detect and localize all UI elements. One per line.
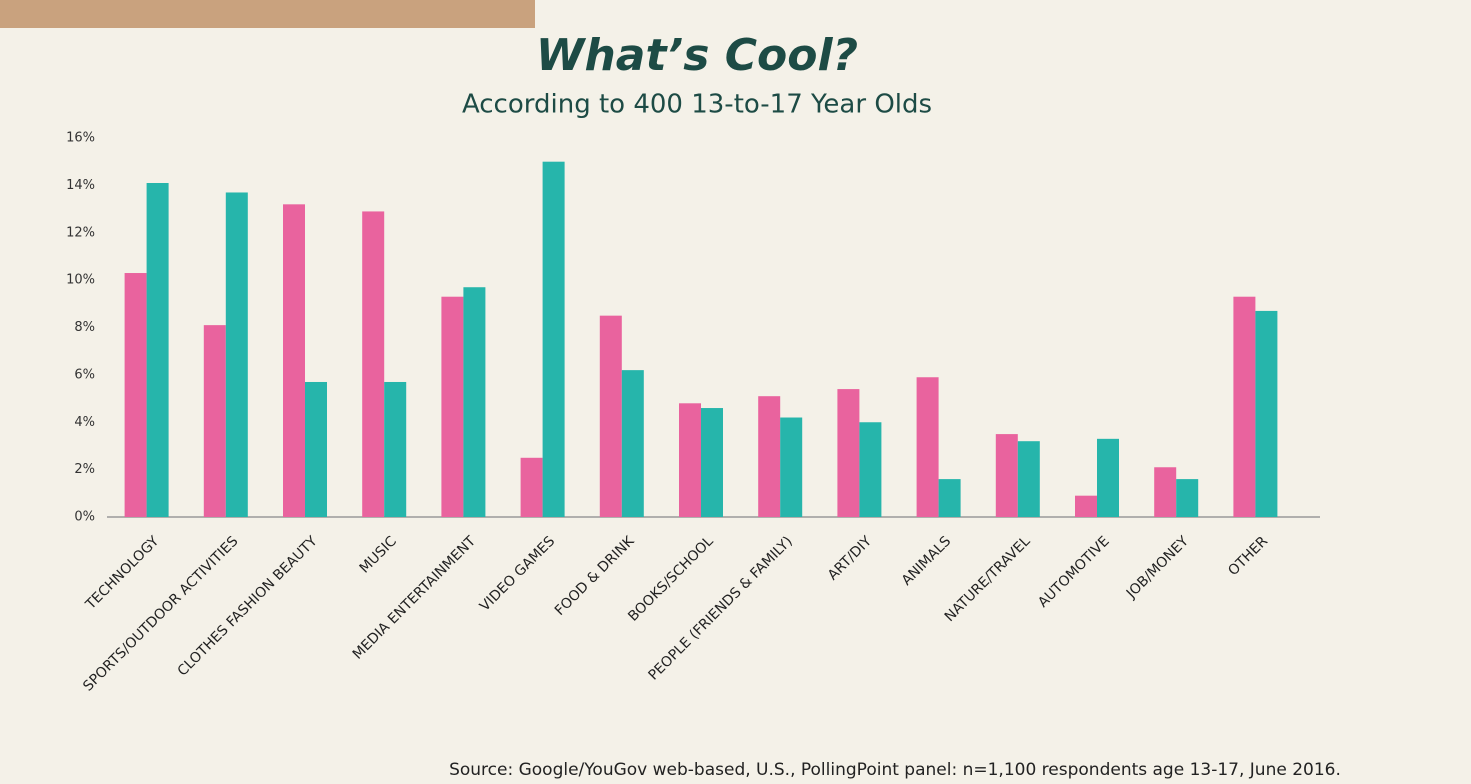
y-tick-label: 10% xyxy=(66,273,95,288)
bar xyxy=(1017,441,1040,517)
bar xyxy=(1075,495,1097,517)
source-note: Source: Google/YouGov web-based, U.S., P… xyxy=(449,760,1341,780)
bar xyxy=(384,381,407,517)
bar xyxy=(938,479,961,517)
bar xyxy=(916,377,939,517)
chart-title: What’s Cool? xyxy=(536,30,858,81)
bar xyxy=(520,457,543,517)
bar xyxy=(1233,296,1256,517)
bar xyxy=(542,161,565,517)
y-tick-label: 0% xyxy=(74,510,95,525)
bar xyxy=(859,422,882,517)
bar xyxy=(146,183,169,517)
bar xyxy=(283,204,305,517)
bar xyxy=(599,315,622,517)
bar xyxy=(362,211,385,517)
y-tick-label: 8% xyxy=(74,320,95,335)
bar xyxy=(1255,310,1278,517)
y-tick-label: 2% xyxy=(74,462,95,477)
photo-fragment xyxy=(0,0,535,28)
y-tick-label: 14% xyxy=(66,178,95,193)
bar xyxy=(837,389,860,517)
bar xyxy=(1154,467,1177,517)
bar xyxy=(441,296,464,517)
bar xyxy=(780,417,803,517)
y-tick-label: 4% xyxy=(74,415,95,430)
bar xyxy=(124,273,147,517)
bar xyxy=(701,408,723,517)
bar xyxy=(225,192,248,517)
y-tick-label: 12% xyxy=(66,225,95,240)
bar xyxy=(1176,479,1199,517)
y-tick-label: 16% xyxy=(66,131,95,146)
bar xyxy=(758,396,781,517)
bar xyxy=(203,325,226,517)
bar xyxy=(305,381,327,517)
y-tick-label: 6% xyxy=(74,367,95,382)
bar xyxy=(679,403,701,517)
bar xyxy=(621,370,644,517)
bar xyxy=(995,434,1018,517)
bar xyxy=(463,287,486,517)
chart-subtitle: According to 400 13-to-17 Year Olds xyxy=(462,90,932,120)
bar xyxy=(1097,438,1119,517)
